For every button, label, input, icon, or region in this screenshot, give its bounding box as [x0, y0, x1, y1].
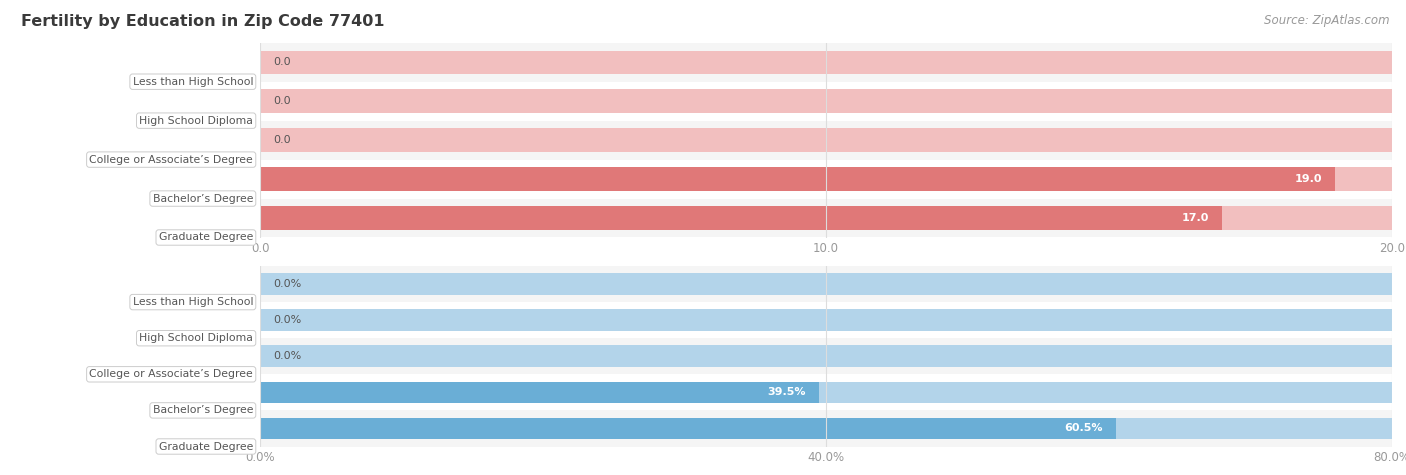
Text: Bachelor’s Degree: Bachelor’s Degree	[153, 405, 253, 416]
Bar	[260, 345, 1392, 367]
Bar	[260, 266, 1392, 302]
Bar	[260, 302, 1392, 338]
Text: College or Associate’s Degree: College or Associate’s Degree	[90, 369, 253, 380]
Bar	[260, 338, 1392, 374]
Text: 0.0%: 0.0%	[274, 351, 302, 361]
Text: 0.0%: 0.0%	[274, 279, 302, 289]
Text: Graduate Degree: Graduate Degree	[159, 232, 253, 243]
Text: Graduate Degree: Graduate Degree	[159, 441, 253, 452]
Bar	[260, 273, 1392, 295]
Bar	[260, 89, 1392, 113]
Bar	[260, 199, 1392, 238]
Bar	[260, 418, 1116, 439]
Text: 19.0: 19.0	[1295, 174, 1322, 184]
Text: Less than High School: Less than High School	[132, 76, 253, 87]
Bar	[260, 167, 1392, 191]
Bar	[260, 167, 1336, 191]
Text: Fertility by Education in Zip Code 77401: Fertility by Education in Zip Code 77401	[21, 14, 385, 29]
Text: 0.0: 0.0	[274, 57, 291, 67]
Bar	[260, 82, 1392, 121]
Bar	[260, 418, 1392, 439]
Bar	[260, 206, 1222, 230]
Text: Bachelor’s Degree: Bachelor’s Degree	[153, 193, 253, 204]
Bar	[260, 206, 1392, 230]
Text: 17.0: 17.0	[1181, 213, 1209, 223]
Bar	[260, 381, 1392, 403]
Text: Source: ZipAtlas.com: Source: ZipAtlas.com	[1264, 14, 1389, 27]
Bar	[260, 381, 818, 403]
Bar	[260, 50, 1392, 74]
Text: 60.5%: 60.5%	[1064, 423, 1102, 434]
Text: High School Diploma: High School Diploma	[139, 115, 253, 126]
Bar	[260, 128, 1392, 152]
Bar	[260, 309, 1392, 331]
Text: Less than High School: Less than High School	[132, 297, 253, 307]
Text: 0.0: 0.0	[274, 135, 291, 145]
Bar	[260, 160, 1392, 199]
Bar	[260, 121, 1392, 160]
Text: 0.0: 0.0	[274, 96, 291, 106]
Bar	[260, 374, 1392, 410]
Text: High School Diploma: High School Diploma	[139, 333, 253, 343]
Bar	[260, 43, 1392, 82]
Text: 39.5%: 39.5%	[766, 387, 806, 398]
Text: College or Associate’s Degree: College or Associate’s Degree	[90, 154, 253, 165]
Text: 0.0%: 0.0%	[274, 315, 302, 325]
Bar	[260, 410, 1392, 446]
